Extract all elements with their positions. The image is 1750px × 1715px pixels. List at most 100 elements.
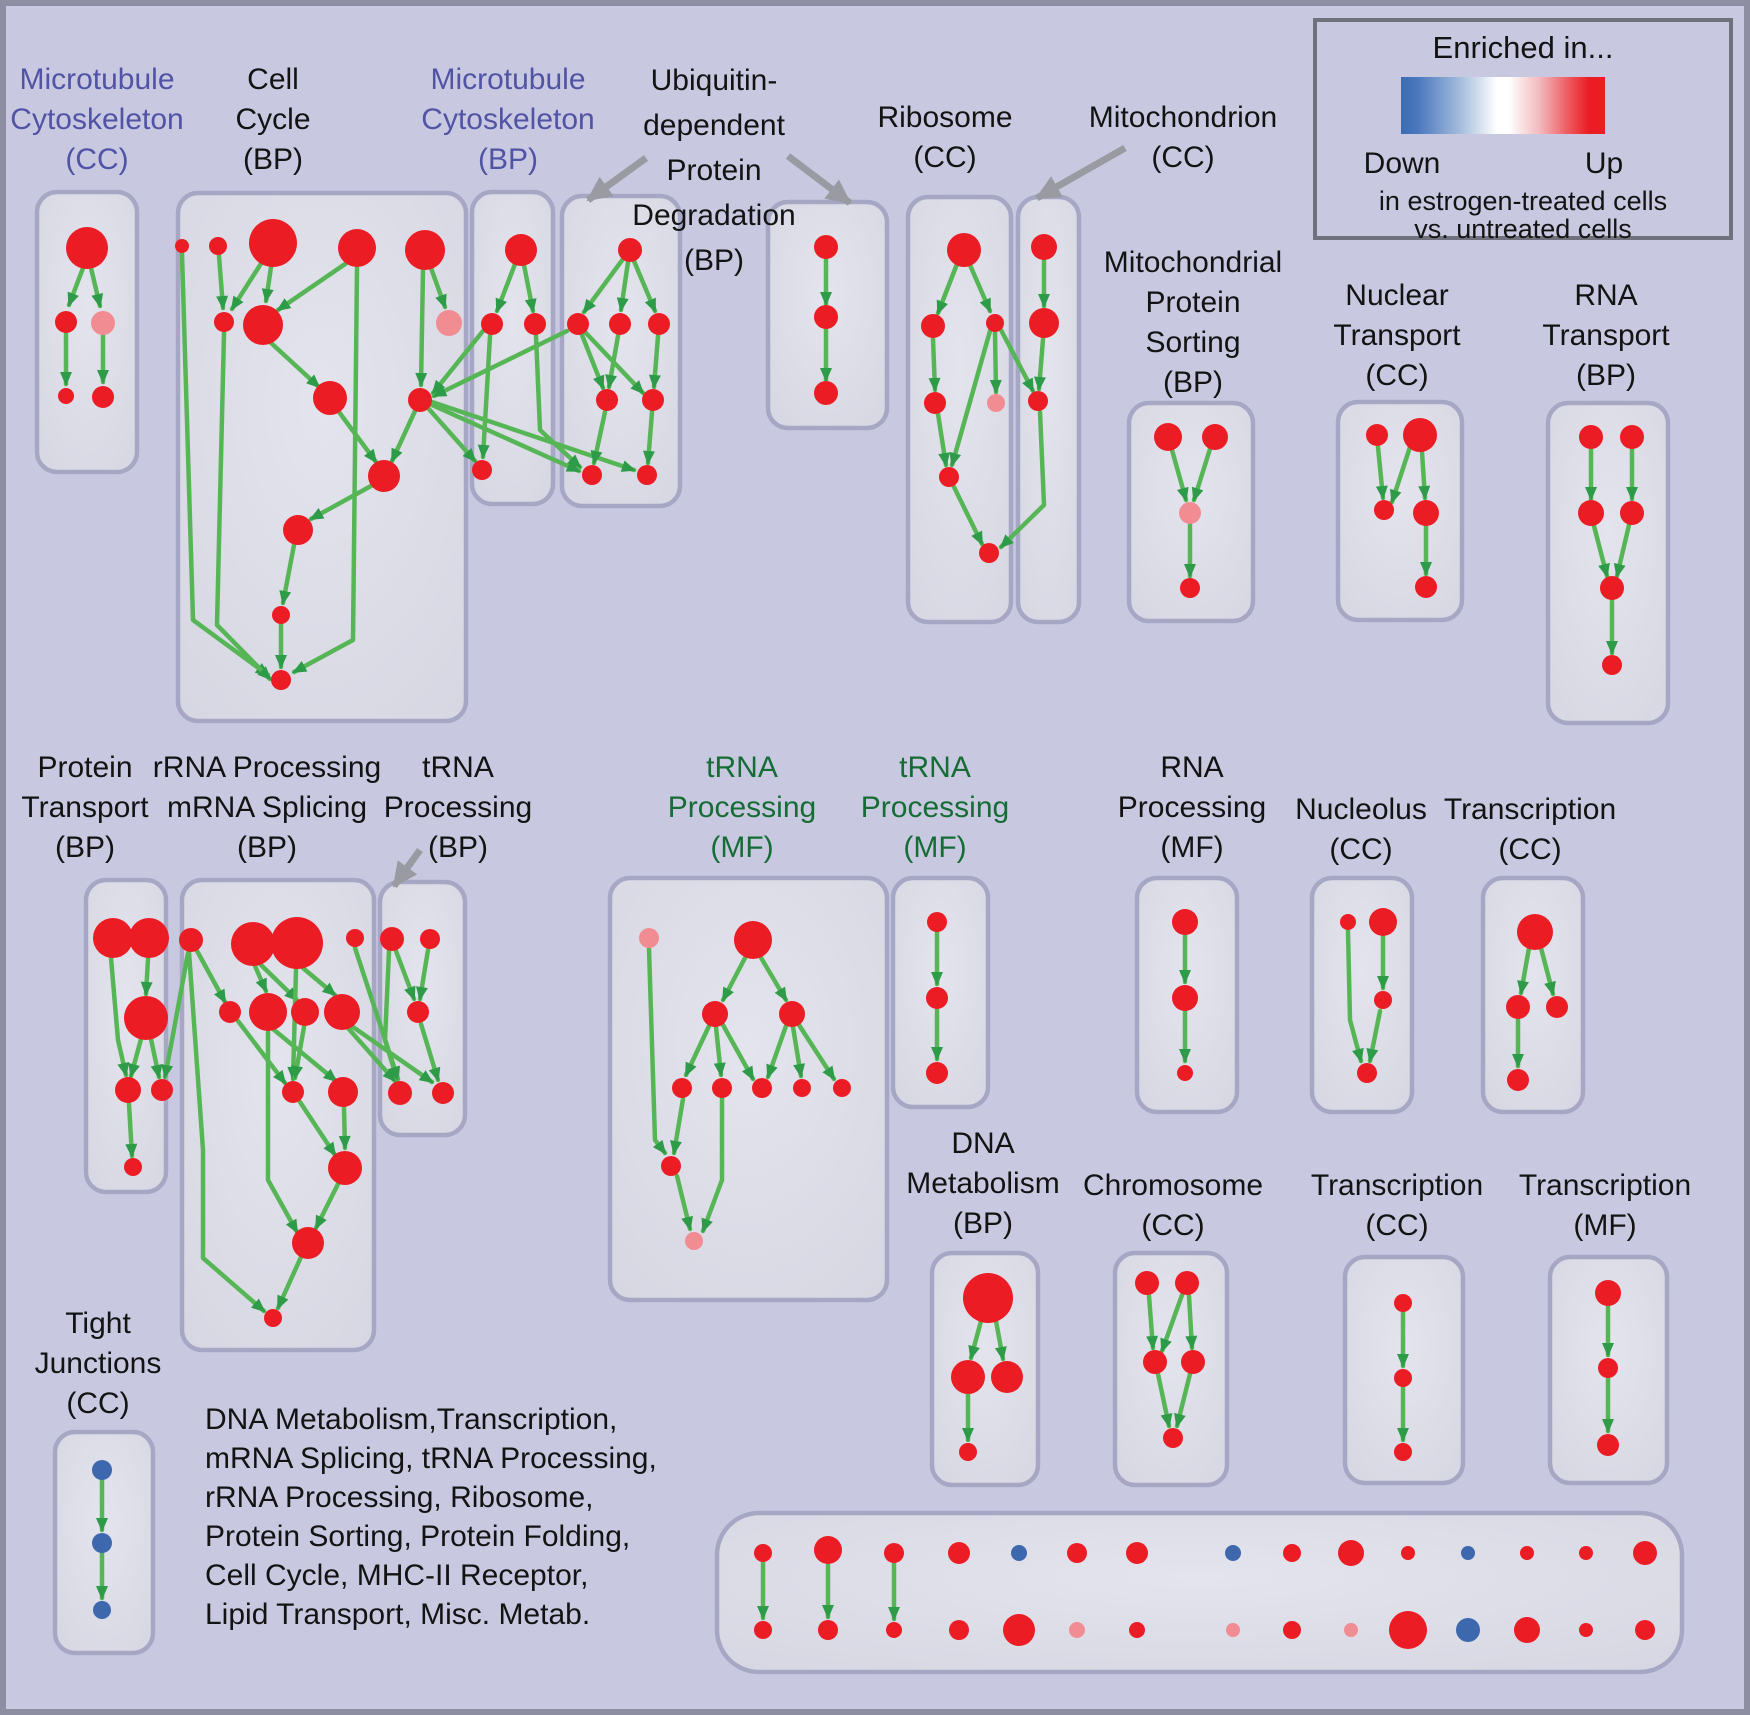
go-term-node	[1225, 1545, 1241, 1561]
go-term-node	[1635, 1620, 1655, 1640]
edge-arrow	[270, 1026, 339, 1084]
go-term-node	[987, 394, 1005, 412]
go-term-node	[380, 927, 404, 951]
go-term-node	[814, 235, 838, 259]
go-term-node	[92, 386, 114, 408]
go-term-node	[702, 1001, 728, 1027]
go-term-node	[1456, 1618, 1480, 1642]
edge-arrow	[345, 1025, 398, 1084]
legend-down-label: Down	[1363, 147, 1441, 180]
go-term-node	[405, 230, 445, 270]
label-transcription-cc-2: Transcription (CC)	[1310, 1169, 1484, 1242]
edge-arrow	[1174, 1371, 1193, 1429]
go-term-node	[1403, 418, 1437, 452]
label-rna-processing-mf: RNA Processing (MF)	[1117, 751, 1267, 864]
legend-box: Enriched in... Down Up in estrogen-treat…	[1313, 18, 1733, 244]
edge-arrow	[1033, 336, 1046, 392]
edge-arrow	[521, 262, 537, 314]
edge-arrow	[642, 409, 655, 466]
go-term-node	[596, 389, 618, 411]
edge-arrow	[148, 1036, 163, 1080]
edge-arrow	[140, 956, 153, 997]
go-term-node	[1633, 1541, 1657, 1565]
go-term-node	[567, 313, 589, 335]
go-term-node	[1394, 1443, 1412, 1461]
legend-title: Enriched in...	[1432, 30, 1614, 65]
go-term-node	[1517, 914, 1553, 950]
edge-arrow	[796, 1022, 837, 1082]
go-term-node	[1175, 1271, 1199, 1295]
go-term-node	[93, 918, 133, 958]
go-term-node	[1283, 1544, 1301, 1562]
go-term-node	[1520, 1546, 1534, 1560]
go-term-node	[979, 543, 999, 563]
go-term-node	[1180, 578, 1200, 598]
go-term-node	[582, 465, 602, 485]
edge-arrow	[252, 963, 269, 994]
go-term-node	[1546, 996, 1568, 1018]
edge-arrow	[267, 339, 322, 390]
go-term-node	[609, 313, 631, 335]
edge-arrow	[300, 965, 338, 998]
label-trna-bp: tRNA Processing (BP)	[383, 751, 533, 864]
go-term-node	[951, 1360, 985, 1394]
go-term-node	[1340, 914, 1356, 930]
go-term-node	[179, 928, 203, 952]
go-term-node	[338, 229, 376, 267]
edge-arrow	[477, 333, 493, 460]
go-term-node	[407, 1001, 429, 1023]
label-microtubule-bp: Microtubule Cytoskeleton (BP)	[421, 63, 595, 176]
go-term-node	[1579, 425, 1603, 449]
go-term-node	[1620, 425, 1644, 449]
edge-arrow	[336, 409, 379, 465]
go-term-node	[313, 381, 347, 415]
go-term-node	[648, 313, 670, 335]
go-term-node	[1394, 1369, 1412, 1387]
label-microtubule-cc: Microtubule Cytoskeleton (CC)	[10, 63, 184, 176]
go-term-node	[1029, 308, 1059, 338]
go-term-node	[949, 1620, 969, 1640]
edge-arrow	[256, 960, 300, 1003]
label-cell-cycle: Cell Cycle (BP)	[235, 63, 311, 176]
edge-arrow	[235, 1018, 288, 1086]
go-term-node	[1597, 1434, 1619, 1456]
go-term-node	[1389, 1611, 1427, 1649]
annotation-arrow	[1035, 144, 1127, 202]
edge-arrow	[418, 1021, 441, 1083]
edge-arrow	[429, 402, 582, 474]
go-term-node	[1028, 391, 1048, 411]
edge-arrow	[674, 1173, 693, 1232]
go-term-node	[408, 388, 432, 412]
go-term-node	[249, 993, 287, 1031]
edge-arrow	[1191, 446, 1213, 503]
go-term-node	[93, 1601, 111, 1619]
go-term-node	[271, 670, 291, 690]
go-term-node	[1461, 1546, 1475, 1560]
go-term-node	[1003, 1614, 1035, 1646]
edge-arrow	[431, 328, 570, 399]
go-term-node	[939, 467, 959, 487]
go-term-node	[1126, 1542, 1148, 1564]
edge-arrow	[713, 1024, 726, 1078]
edge-arrow	[951, 484, 985, 547]
legend-caption-2: vs. untreated cells	[1414, 214, 1632, 244]
go-term-node	[642, 389, 664, 411]
edge-arrow	[700, 1096, 725, 1234]
label-transcription-mf: Transcription (MF)	[1518, 1169, 1692, 1242]
edge-arrow	[1146, 1293, 1159, 1351]
edge-arrow	[720, 1022, 756, 1082]
label-nuclear-transport: Nuclear Transport (CC)	[1333, 279, 1461, 392]
go-term-node	[1415, 576, 1437, 598]
edge-arrow	[765, 1023, 789, 1080]
go-term-node	[1181, 1350, 1205, 1374]
edge-arrow	[425, 405, 478, 464]
go-term-node	[1369, 908, 1397, 936]
edge-arrow	[128, 1036, 144, 1079]
go-term-node	[1135, 1271, 1159, 1295]
edge-arrow	[494, 261, 518, 314]
go-term-node	[66, 227, 108, 269]
edge-arrow	[998, 327, 1036, 394]
cluster-box-nuclear-transport	[1335, 399, 1465, 623]
go-term-node	[328, 1151, 362, 1185]
